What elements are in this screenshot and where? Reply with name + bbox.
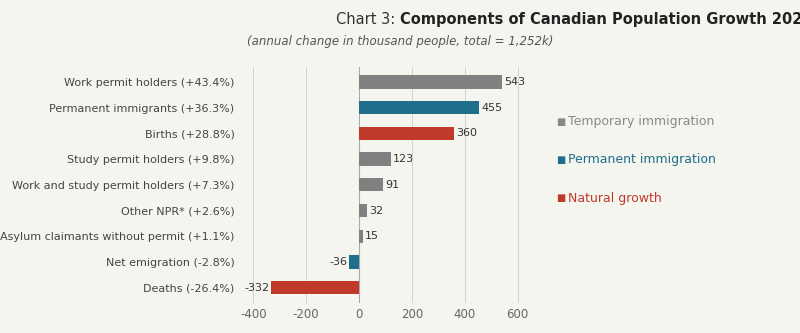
Bar <box>350 255 359 269</box>
Bar <box>359 178 383 191</box>
Bar <box>359 101 479 115</box>
Text: (annual change in thousand people, total = 1,252k): (annual change in thousand people, total… <box>247 35 553 48</box>
Text: Natural growth: Natural growth <box>568 191 662 205</box>
Text: Components of Canadian Population Growth 2023: Components of Canadian Population Growth… <box>400 12 800 27</box>
Text: -332: -332 <box>244 283 270 293</box>
Bar <box>271 281 359 294</box>
Bar <box>359 204 367 217</box>
Text: 360: 360 <box>456 129 477 139</box>
Bar <box>359 153 391 166</box>
Text: -36: -36 <box>330 257 347 267</box>
Text: 455: 455 <box>481 103 502 113</box>
Bar <box>359 75 502 89</box>
Text: 32: 32 <box>370 205 383 215</box>
Text: ■: ■ <box>556 155 566 165</box>
Text: Permanent immigration: Permanent immigration <box>568 153 716 166</box>
Text: 543: 543 <box>504 77 526 87</box>
Text: 91: 91 <box>385 180 399 190</box>
Text: ■: ■ <box>556 193 566 203</box>
Bar <box>359 127 454 140</box>
Text: 15: 15 <box>365 231 378 241</box>
Text: Chart 3:: Chart 3: <box>336 12 400 27</box>
Text: Temporary immigration: Temporary immigration <box>568 115 714 128</box>
Text: ■: ■ <box>556 117 566 127</box>
Bar <box>359 229 363 243</box>
Text: 123: 123 <box>394 154 414 164</box>
